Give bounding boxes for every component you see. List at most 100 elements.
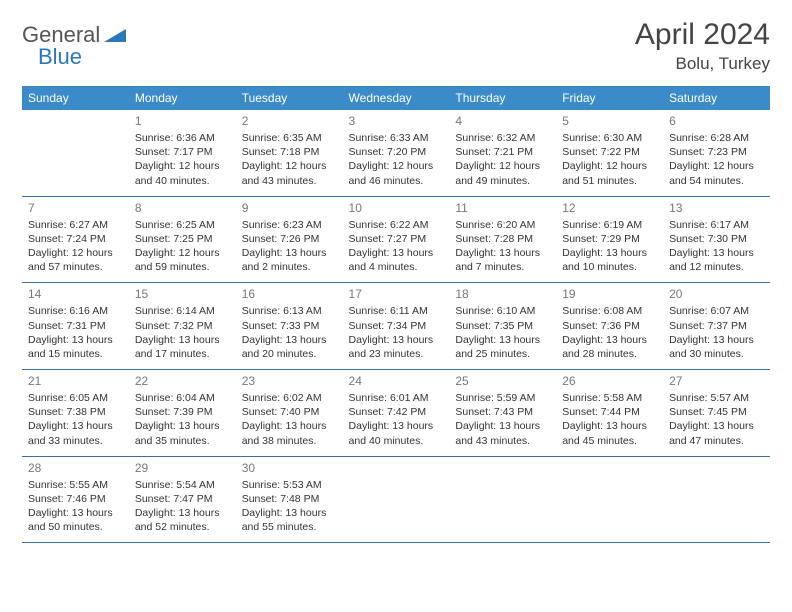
calendar-table: SundayMondayTuesdayWednesdayThursdayFrid… <box>22 86 770 543</box>
calendar-day-cell: 23 Sunrise: 6:02 AMSunset: 7:40 PMDayligh… <box>236 370 343 457</box>
calendar-day-cell: 28 Sunrise: 5:55 AMSunset: 7:46 PMDayligh… <box>22 456 129 543</box>
calendar-week-row: 7 Sunrise: 6:27 AMSunset: 7:24 PMDaylight… <box>22 196 770 283</box>
day-info: Sunrise: 6:13 AMSunset: 7:33 PMDaylight:… <box>242 304 337 361</box>
day-info: Sunrise: 6:27 AMSunset: 7:24 PMDaylight:… <box>28 218 123 275</box>
day-info: Sunrise: 6:28 AMSunset: 7:23 PMDaylight:… <box>669 131 764 188</box>
calendar-day-cell: 3 Sunrise: 6:33 AMSunset: 7:20 PMDaylight… <box>343 110 450 196</box>
day-number: 22 <box>135 374 230 388</box>
calendar-day-cell: 17 Sunrise: 6:11 AMSunset: 7:34 PMDayligh… <box>343 283 450 370</box>
calendar-body: 1 Sunrise: 6:36 AMSunset: 7:17 PMDaylight… <box>22 110 770 543</box>
day-header: Sunday <box>22 86 129 110</box>
calendar-week-row: 21 Sunrise: 6:05 AMSunset: 7:38 PMDayligh… <box>22 370 770 457</box>
calendar-day-cell: 7 Sunrise: 6:27 AMSunset: 7:24 PMDaylight… <box>22 196 129 283</box>
day-number: 15 <box>135 287 230 301</box>
calendar-empty-cell <box>449 456 556 543</box>
day-info: Sunrise: 6:33 AMSunset: 7:20 PMDaylight:… <box>349 131 444 188</box>
day-info: Sunrise: 5:54 AMSunset: 7:47 PMDaylight:… <box>135 478 230 535</box>
calendar-day-cell: 8Sunrise: 6:25 AMSunset: 7:25 PMDaylight… <box>129 196 236 283</box>
day-info: Sunrise: 5:58 AMSunset: 7:44 PMDaylight:… <box>562 391 657 448</box>
calendar-day-cell: 24 Sunrise: 6:01 AMSunset: 7:42 PMDayligh… <box>343 370 450 457</box>
day-number: 7 <box>28 201 123 215</box>
day-header: Friday <box>556 86 663 110</box>
day-number: 2 <box>242 114 337 128</box>
day-info: Sunrise: 6:10 AMSunset: 7:35 PMDaylight:… <box>455 304 550 361</box>
title-block: April 2024 Bolu, Turkey <box>635 18 770 74</box>
day-info: Sunrise: 6:08 AMSunset: 7:36 PMDaylight:… <box>562 304 657 361</box>
calendar-day-cell: 11Sunrise: 6:20 AMSunset: 7:28 PMDayligh… <box>449 196 556 283</box>
calendar-week-row: 14Sunrise: 6:16 AMSunset: 7:31 PMDayligh… <box>22 283 770 370</box>
calendar-day-cell: 22 Sunrise: 6:04 AMSunset: 7:39 PMDayligh… <box>129 370 236 457</box>
day-info: Sunrise: 5:59 AMSunset: 7:43 PMDaylight:… <box>455 391 550 448</box>
day-info: Sunrise: 6:02 AMSunset: 7:40 PMDaylight:… <box>242 391 337 448</box>
calendar-day-cell: 10 Sunrise: 6:22 AMSunset: 7:27 PMDayligh… <box>343 196 450 283</box>
day-info: Sunrise: 6:35 AMSunset: 7:18 PMDaylight:… <box>242 131 337 188</box>
day-number: 5 <box>562 114 657 128</box>
day-info: Sunrise: 5:53 AMSunset: 7:48 PMDaylight:… <box>242 478 337 535</box>
day-info: Sunrise: 5:55 AMSunset: 7:46 PMDaylight:… <box>28 478 123 535</box>
calendar-day-cell: 13 Sunrise: 6:17 AMSunset: 7:30 PMDayligh… <box>663 196 770 283</box>
calendar-week-row: 1 Sunrise: 6:36 AMSunset: 7:17 PMDaylight… <box>22 110 770 196</box>
day-info: Sunrise: 6:16 AMSunset: 7:31 PMDaylight:… <box>28 304 123 361</box>
logo-triangle-icon <box>104 26 126 45</box>
day-number: 17 <box>349 287 444 301</box>
day-info: Sunrise: 6:05 AMSunset: 7:38 PMDaylight:… <box>28 391 123 448</box>
day-header: Saturday <box>663 86 770 110</box>
calendar-day-cell: 5 Sunrise: 6:30 AMSunset: 7:22 PMDaylight… <box>556 110 663 196</box>
day-info: Sunrise: 6:36 AMSunset: 7:17 PMDaylight:… <box>135 131 230 188</box>
calendar-day-cell: 29 Sunrise: 5:54 AMSunset: 7:47 PMDayligh… <box>129 456 236 543</box>
day-number: 29 <box>135 461 230 475</box>
location: Bolu, Turkey <box>635 54 770 74</box>
logo-blue-text-wrap: Blue <box>38 44 82 70</box>
logo-text-blue: Blue <box>38 44 82 69</box>
calendar-day-cell: 1 Sunrise: 6:36 AMSunset: 7:17 PMDaylight… <box>129 110 236 196</box>
calendar-header-row: SundayMondayTuesdayWednesdayThursdayFrid… <box>22 86 770 110</box>
day-info: Sunrise: 6:25 AMSunset: 7:25 PMDaylight:… <box>135 218 230 275</box>
day-number: 10 <box>349 201 444 215</box>
day-number: 19 <box>562 287 657 301</box>
day-info: Sunrise: 6:14 AMSunset: 7:32 PMDaylight:… <box>135 304 230 361</box>
day-number: 24 <box>349 374 444 388</box>
day-number: 18 <box>455 287 550 301</box>
day-info: Sunrise: 6:04 AMSunset: 7:39 PMDaylight:… <box>135 391 230 448</box>
day-info: Sunrise: 6:19 AMSunset: 7:29 PMDaylight:… <box>562 218 657 275</box>
day-number: 13 <box>669 201 764 215</box>
calendar-day-cell: 2 Sunrise: 6:35 AMSunset: 7:18 PMDaylight… <box>236 110 343 196</box>
calendar-day-cell: 6 Sunrise: 6:28 AMSunset: 7:23 PMDaylight… <box>663 110 770 196</box>
day-info: Sunrise: 6:01 AMSunset: 7:42 PMDaylight:… <box>349 391 444 448</box>
day-info: Sunrise: 6:11 AMSunset: 7:34 PMDaylight:… <box>349 304 444 361</box>
day-number: 4 <box>455 114 550 128</box>
calendar-empty-cell <box>556 456 663 543</box>
month-title: April 2024 <box>635 18 770 52</box>
day-number: 28 <box>28 461 123 475</box>
day-number: 30 <box>242 461 337 475</box>
day-number: 23 <box>242 374 337 388</box>
calendar-day-cell: 12Sunrise: 6:19 AMSunset: 7:29 PMDayligh… <box>556 196 663 283</box>
day-info: Sunrise: 6:30 AMSunset: 7:22 PMDaylight:… <box>562 131 657 188</box>
calendar-day-cell: 15 Sunrise: 6:14 AMSunset: 7:32 PMDayligh… <box>129 283 236 370</box>
calendar-empty-cell <box>343 456 450 543</box>
day-number: 21 <box>28 374 123 388</box>
calendar-day-cell: 26 Sunrise: 5:58 AMSunset: 7:44 PMDayligh… <box>556 370 663 457</box>
day-info: Sunrise: 6:22 AMSunset: 7:27 PMDaylight:… <box>349 218 444 275</box>
day-info: Sunrise: 5:57 AMSunset: 7:45 PMDaylight:… <box>669 391 764 448</box>
day-number: 26 <box>562 374 657 388</box>
day-number: 16 <box>242 287 337 301</box>
calendar-day-cell: 4 Sunrise: 6:32 AMSunset: 7:21 PMDaylight… <box>449 110 556 196</box>
calendar-day-cell: 20 Sunrise: 6:07 AMSunset: 7:37 PMDayligh… <box>663 283 770 370</box>
day-info: Sunrise: 6:07 AMSunset: 7:37 PMDaylight:… <box>669 304 764 361</box>
day-number: 27 <box>669 374 764 388</box>
day-info: Sunrise: 6:32 AMSunset: 7:21 PMDaylight:… <box>455 131 550 188</box>
day-number: 3 <box>349 114 444 128</box>
calendar-day-cell: 25Sunrise: 5:59 AMSunset: 7:43 PMDayligh… <box>449 370 556 457</box>
day-header: Thursday <box>449 86 556 110</box>
day-number: 1 <box>135 114 230 128</box>
calendar-empty-cell <box>22 110 129 196</box>
calendar-empty-cell <box>663 456 770 543</box>
day-info: Sunrise: 6:17 AMSunset: 7:30 PMDaylight:… <box>669 218 764 275</box>
day-header: Monday <box>129 86 236 110</box>
day-number: 20 <box>669 287 764 301</box>
header: General April 2024 Bolu, Turkey <box>22 18 770 74</box>
day-number: 6 <box>669 114 764 128</box>
calendar-day-cell: 18 Sunrise: 6:10 AMSunset: 7:35 PMDayligh… <box>449 283 556 370</box>
day-info: Sunrise: 6:23 AMSunset: 7:26 PMDaylight:… <box>242 218 337 275</box>
